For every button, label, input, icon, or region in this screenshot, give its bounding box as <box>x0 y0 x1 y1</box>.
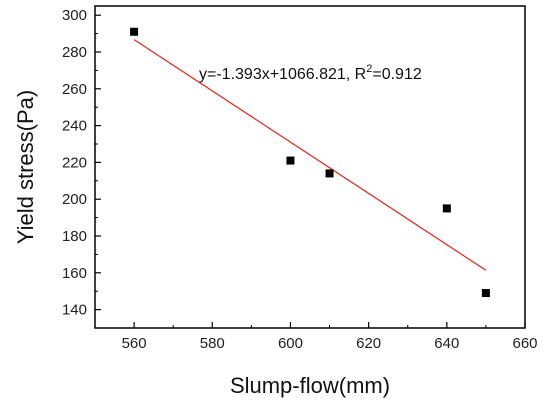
x-tick-label: 600 <box>278 335 303 352</box>
y-tick-label: 300 <box>62 7 87 24</box>
y-tick-label: 220 <box>62 154 87 171</box>
data-point <box>325 169 334 178</box>
x-tick-label: 560 <box>122 335 147 352</box>
fit-equation-suffix: =0.912 <box>372 66 421 83</box>
plot-frame <box>94 5 526 329</box>
y-tick-label: 140 <box>62 302 87 319</box>
x-axis: 560 580 600 620 640 660 <box>122 322 538 352</box>
y-axis: 140 160 180 200 220 240 260 280 300 <box>62 7 101 319</box>
data-points <box>130 27 490 298</box>
y-tick-label: 160 <box>62 265 87 282</box>
y-tick-label: 180 <box>62 228 87 245</box>
y-tick-label: 260 <box>62 81 87 98</box>
fit-line <box>133 39 487 271</box>
fit-equation-prefix: y=-1.393x+1066.821, R <box>199 66 366 83</box>
x-tick-label: 620 <box>356 335 381 352</box>
y-tick-label: 280 <box>62 44 87 61</box>
fit-equation-annotation: y=-1.393x+1066.821, R2=0.912 <box>199 63 422 83</box>
x-tick-label: 660 <box>512 335 537 352</box>
x-tick-label: 640 <box>434 335 459 352</box>
data-point <box>442 204 451 213</box>
y-tick-label: 200 <box>62 191 87 208</box>
data-point <box>286 156 295 165</box>
y-tick-label: 240 <box>62 118 87 135</box>
x-axis-title: Slump-flow(mm) <box>230 373 390 398</box>
y-axis-title: Yield stress(Pa) <box>13 90 38 244</box>
x-tick-label: 580 <box>200 335 225 352</box>
data-point <box>130 27 139 36</box>
fit-equation-sup: 2 <box>366 63 372 75</box>
data-point <box>481 289 490 298</box>
